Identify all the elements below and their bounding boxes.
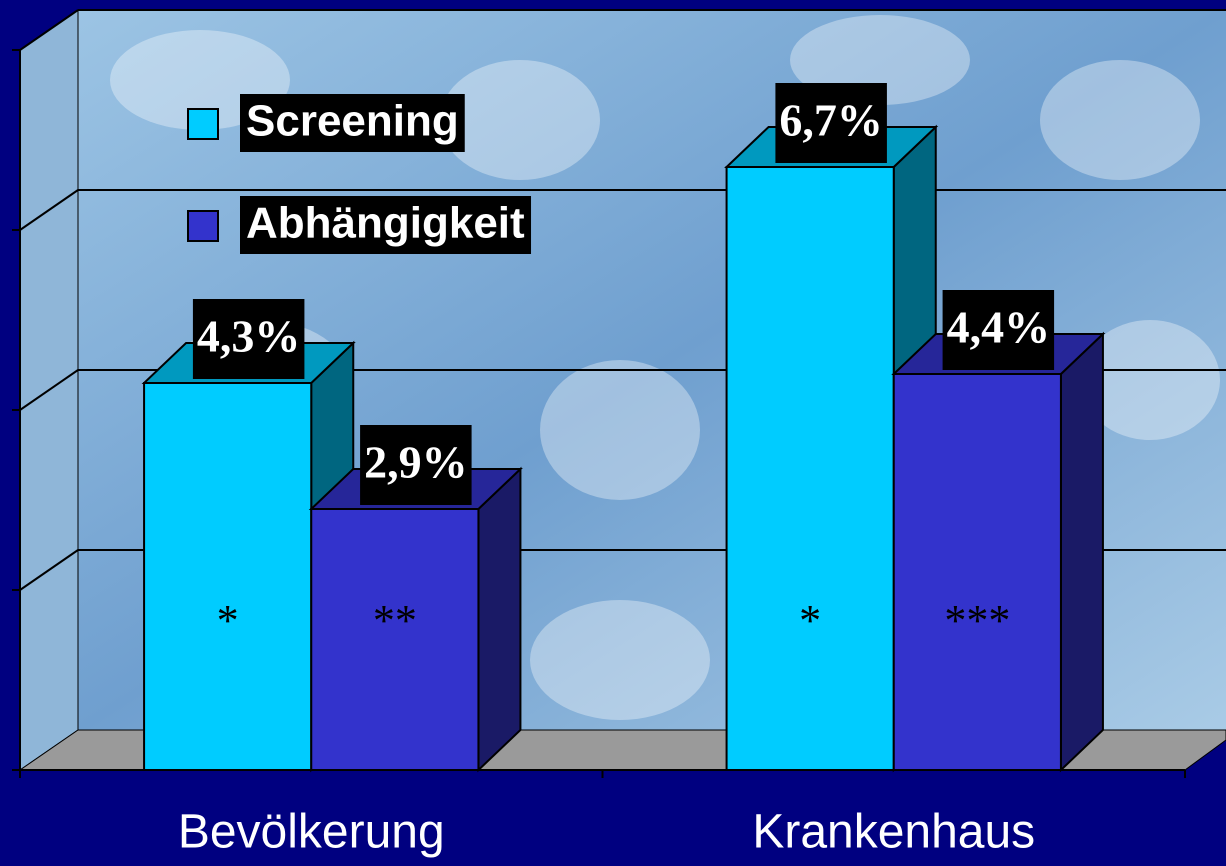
bar [894, 334, 1103, 770]
data-label: 6,7% [779, 95, 883, 146]
data-label: 2,9% [364, 437, 468, 488]
bar-front [894, 374, 1061, 770]
legend-label: Abhängigkeit [246, 199, 525, 248]
bar-side [478, 469, 520, 770]
x-tick-label: Krankenhaus [752, 806, 1035, 859]
bar-side [1061, 334, 1103, 770]
legend-label: Screening [246, 97, 459, 146]
annotation: * [799, 596, 821, 645]
chart: Bevölkerung 4,3% * 2,9% ** Krankenhaus 6,7% * 4,… [0, 0, 1226, 866]
legend-swatch [188, 211, 218, 241]
bar-front [727, 167, 894, 770]
legend-swatch [188, 109, 218, 139]
annotation: ** [373, 596, 417, 645]
x-tick-label: Bevölkerung [178, 806, 445, 859]
bar-front [144, 383, 311, 770]
data-label: 4,3% [197, 311, 301, 362]
annotation: * [217, 596, 239, 645]
data-label: 4,4% [947, 302, 1051, 353]
annotation: *** [944, 596, 1010, 645]
